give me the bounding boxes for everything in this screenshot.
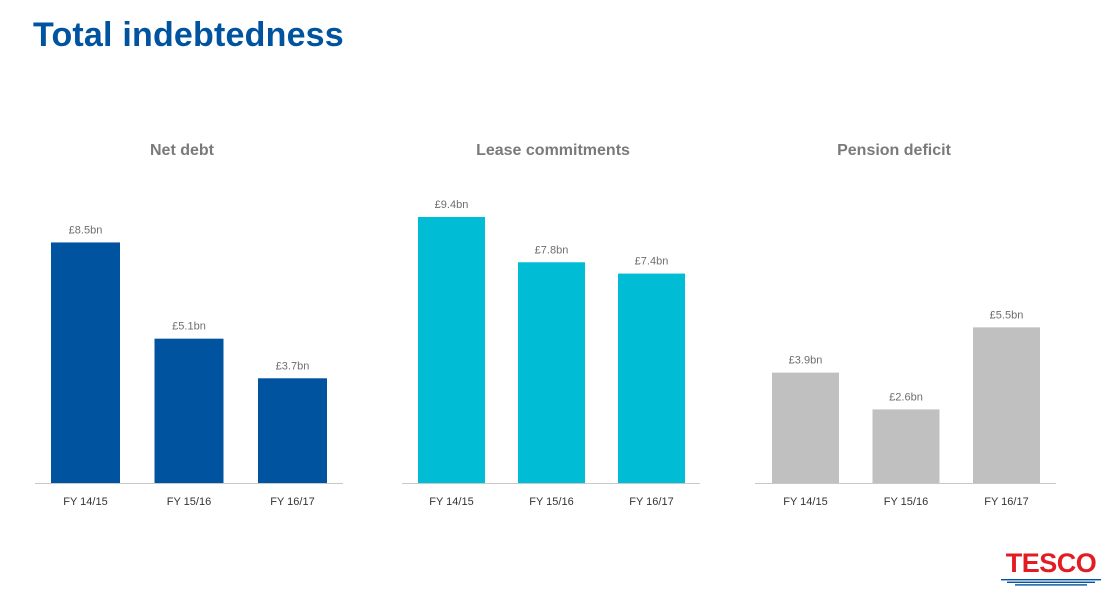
data-label: £7.8bn (535, 244, 569, 256)
chart-title: Pension deficit (837, 142, 951, 159)
bar (973, 327, 1040, 483)
data-label: £9.4bn (435, 199, 469, 211)
data-label: £7.4bn (635, 256, 669, 268)
chart-panel-1: Net debt £8.5bn FY 14/15 £5.1bn FY 15/16 £3.7… (35, 142, 343, 508)
tick-label: FY 16/17 (984, 496, 1028, 508)
chart-title: Net debt (150, 142, 215, 159)
bar (258, 378, 327, 483)
logo-stripes-icon (1001, 579, 1101, 586)
bar (772, 372, 839, 483)
bar (618, 273, 685, 483)
data-label: £8.5bn (69, 224, 103, 236)
tick-label: FY 15/16 (884, 496, 928, 508)
page-title: Total indebtedness (33, 16, 344, 54)
bar (51, 242, 120, 483)
tick-label: FY 14/15 (429, 496, 473, 508)
tick-label: FY 16/17 (270, 496, 314, 508)
data-label: £3.9bn (789, 355, 823, 367)
tick-label: FY 15/16 (529, 496, 573, 508)
tesco-logo: TESCO (998, 550, 1104, 586)
chart-title: Lease commitments (476, 142, 630, 159)
logo-text: TESCO (1005, 548, 1097, 578)
data-label: £5.1bn (172, 321, 206, 333)
tick-label: FY 14/15 (63, 496, 107, 508)
bar (872, 409, 940, 483)
data-label: £3.7bn (276, 360, 310, 372)
tick-label: FY 14/15 (783, 496, 827, 508)
chart-panel-3: Pension deficit £3.9bn FY 14/15 £2.6bn FY 15… (755, 142, 1056, 508)
data-label: £5.5bn (990, 309, 1024, 321)
tick-label: FY 15/16 (167, 496, 211, 508)
bar (154, 338, 224, 483)
bar (418, 216, 485, 484)
bar (518, 262, 585, 483)
data-label: £2.6bn (889, 391, 923, 403)
chart-panel-2: Lease commitments £9.4bn FY 14/15 £7.8bn FY … (402, 142, 700, 508)
tick-label: FY 16/17 (629, 496, 673, 508)
